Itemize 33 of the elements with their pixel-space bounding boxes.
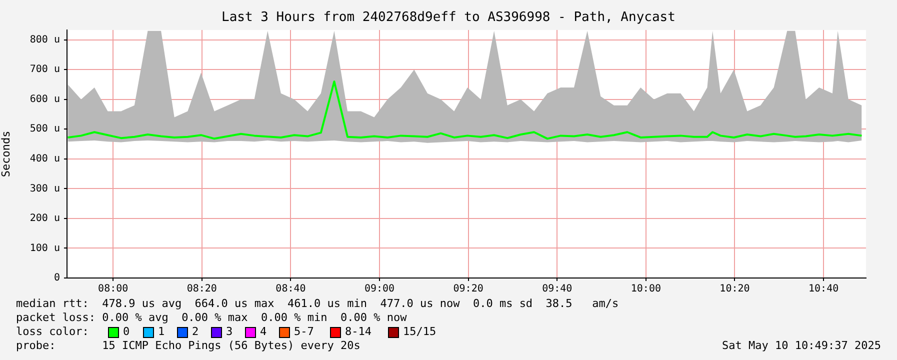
text: packet loss: 0.00 % avg 0.00 % max 0.00 % min 0.00 % now [16,311,407,324]
text: 4 [260,325,267,338]
y-tick-label: 200 u [30,213,60,224]
text: probe: 15 ICMP Echo Pings (56 Bytes) every 20s [16,339,360,352]
y-tick-label: 0 [54,272,60,284]
x-tick-label: 09:40 [542,284,572,295]
y-tick-label: 500 u [30,124,60,135]
text: 15/15 [403,325,436,338]
x-tick-label: 09:00 [364,284,395,295]
y-tick-label: 300 u [30,183,60,194]
y-tick-label: 800 u [30,34,60,46]
x-tick-label: 08:00 [98,284,128,295]
y-tick-label: 100 u [30,242,60,254]
x-tick-label: 08:20 [186,284,217,295]
x-tick-label: 09:20 [453,284,484,295]
y-tick-label: 400 u [30,154,60,165]
y-axis-title: Seconds [0,130,12,178]
x-tick-label: 10:20 [720,284,750,295]
y-tick-label: 600 u [30,94,60,105]
text: 1 [158,325,165,338]
text: loss color: [16,325,89,338]
text: 8-14 [345,325,372,338]
y-tick-label: 700 u [30,64,60,76]
chart-title: Last 3 Hours from 2402768d9eff to AS396998 - Path, Anycast [220,10,676,25]
text: Sat May 10 10:49:37 2025 [722,339,881,352]
x-tick-label: 10:40 [808,284,839,295]
text: median rtt: 478.9 us avg 664.0 us max 461.0 us min 477.0 us now 0.0 ms sd 38.5 am/s [16,297,619,310]
text: 3 [226,325,233,338]
text: 0 [123,325,130,338]
text: 5-7 [294,325,314,338]
x-tick-label: 08:40 [276,284,306,295]
x-tick-label: 10:00 [630,284,661,295]
text: 2 [192,325,199,338]
